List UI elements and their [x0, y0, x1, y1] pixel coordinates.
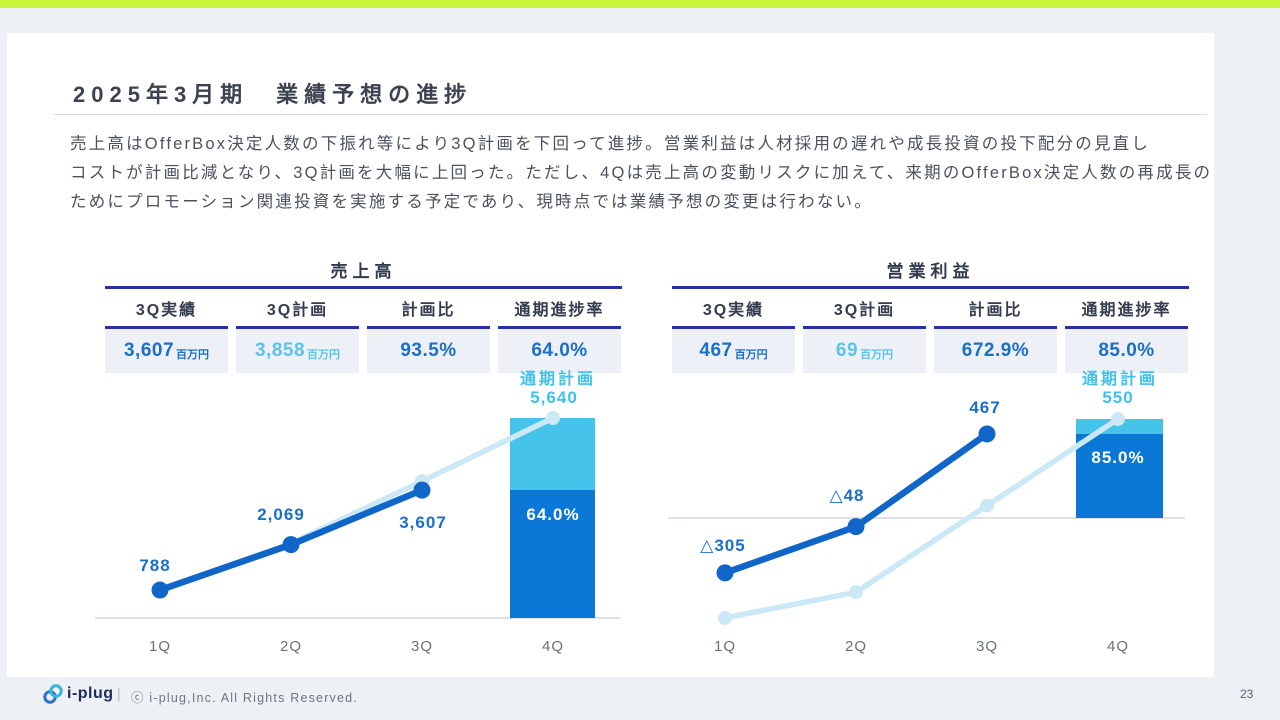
column-header: 3Q実績	[135, 302, 198, 319]
footer-separator: |	[117, 685, 121, 701]
revenue-1q-value-label: 788	[139, 556, 171, 575]
copyright-text: ⓒ i-plug,Inc. All Rights Reserved.	[131, 691, 358, 705]
cell-unit: 百万円	[860, 348, 894, 361]
column-accent-bar	[672, 326, 795, 329]
revenue-col-plan-ratio: 計画比 93.5%	[367, 296, 490, 373]
revenue-axis-2q: 2Q	[279, 638, 303, 655]
column-header: 3Q計画	[266, 302, 329, 319]
column-accent-bar	[236, 326, 359, 329]
page-number: 23	[1240, 687, 1254, 701]
profit-axis-3q: 3Q	[975, 638, 999, 655]
column-accent-bar	[803, 326, 926, 329]
column-value-cell: 85.0%	[1065, 329, 1188, 373]
top-accent-strip	[0, 0, 1280, 8]
cell-unit: 百万円	[176, 348, 210, 361]
revenue-col-progress: 通期進捗率 64.0%	[498, 296, 621, 373]
profit-fullyear-plan-title: 通期計画	[1081, 371, 1159, 388]
cell-unit: 百万円	[307, 348, 341, 361]
profit-axis-2q: 2Q	[844, 638, 868, 655]
profit-fullyear-plan-value: 550	[1102, 388, 1134, 407]
cell-value: 69	[835, 340, 859, 361]
revenue-panel-title: 売上高	[330, 262, 397, 281]
footer: i-plug | ⓒ i-plug,Inc. All Rights Reserv…	[0, 677, 1280, 720]
revenue-panel-underline	[105, 286, 622, 289]
profit-panel-title: 営業利益	[886, 262, 975, 281]
lead-line-2: コストが計画比減となり、3Q計画を大幅に上回った。ただし、4Qは売上高の変動リス…	[70, 164, 1213, 182]
column-value-cell: 672.9%	[934, 329, 1057, 373]
content-card: 2025年3月期 業績予想の進捗 売上高はOfferBox決定人数の下振れ等によ…	[7, 33, 1214, 677]
lead-paragraph: 売上高はOfferBox決定人数の下振れ等により3Q計画を下回って進捗。営業利益…	[70, 130, 1280, 217]
profit-axis-4q: 4Q	[1106, 638, 1130, 655]
cell-value: 3,607	[123, 340, 175, 361]
column-header: 3Q実績	[702, 302, 765, 319]
column-header: 計画比	[968, 302, 1023, 319]
column-header: 計画比	[401, 302, 456, 319]
column-accent-bar	[105, 326, 228, 329]
profit-col-3q-actual: 3Q実績 467 百万円	[672, 296, 795, 373]
profit-col-3q-plan: 3Q計画 69 百万円	[803, 296, 926, 373]
cell-value: 3,858	[254, 340, 306, 361]
profit-panel-underline	[672, 286, 1189, 289]
revenue-col-3q-actual: 3Q実績 3,607 百万円	[105, 296, 228, 373]
column-value-cell: 3,607 百万円	[105, 329, 228, 373]
column-accent-bar	[498, 326, 621, 329]
column-header: 通期進捗率	[514, 302, 605, 319]
profit-axis-1q: 1Q	[713, 638, 737, 655]
page-title: 2025年3月期 業績予想の進捗	[73, 82, 473, 107]
cell-unit: 百万円	[734, 348, 768, 361]
brand-name: i-plug	[67, 685, 114, 702]
revenue-progress-pct-label: 64.0%	[526, 505, 580, 524]
profit-col-progress: 通期進捗率 85.0%	[1065, 296, 1188, 373]
iplug-logo-icon	[43, 684, 63, 704]
revenue-fullyear-plan-value: 5,640	[530, 388, 578, 407]
column-value-cell: 69 百万円	[803, 329, 926, 373]
cell-value: 64.0%	[531, 340, 588, 361]
cell-value: 672.9%	[961, 340, 1030, 361]
column-header: 3Q計画	[833, 302, 896, 319]
lead-line-1: 売上高はOfferBox決定人数の下振れ等により3Q計画を下回って進捗。営業利益…	[70, 135, 1151, 153]
column-value-cell: 3,858 百万円	[236, 329, 359, 373]
column-accent-bar	[367, 326, 490, 329]
revenue-axis-1q: 1Q	[148, 638, 172, 655]
profit-2q-value-label: △48	[829, 486, 865, 505]
column-accent-bar	[934, 326, 1057, 329]
title-divider	[54, 114, 1207, 115]
column-value-cell: 467 百万円	[672, 329, 795, 373]
revenue-3q-value-label: 3,607	[399, 513, 447, 532]
revenue-fullyear-plan-title: 通期計画	[519, 371, 597, 388]
lead-line-3: ためにプロモーション関連投資を実施する予定であり、現時点では業績予想の変更は行わ…	[70, 193, 873, 211]
revenue-axis-4q: 4Q	[541, 638, 565, 655]
cell-value: 85.0%	[1098, 340, 1155, 361]
revenue-2q-value-label: 2,069	[257, 505, 305, 524]
cell-value: 93.5%	[400, 340, 457, 361]
profit-1q-value-label: △305	[700, 536, 746, 555]
column-header: 通期進捗率	[1081, 302, 1172, 319]
column-value-cell: 93.5%	[367, 329, 490, 373]
column-value-cell: 64.0%	[498, 329, 621, 373]
column-accent-bar	[1065, 326, 1188, 329]
profit-3q-value-label: 467	[969, 398, 1001, 417]
revenue-axis-3q: 3Q	[410, 638, 434, 655]
profit-col-plan-ratio: 計画比 672.9%	[934, 296, 1057, 373]
profit-progress-pct-label: 85.0%	[1091, 448, 1145, 467]
cell-value: 467	[699, 340, 733, 361]
revenue-col-3q-plan: 3Q計画 3,858 百万円	[236, 296, 359, 373]
